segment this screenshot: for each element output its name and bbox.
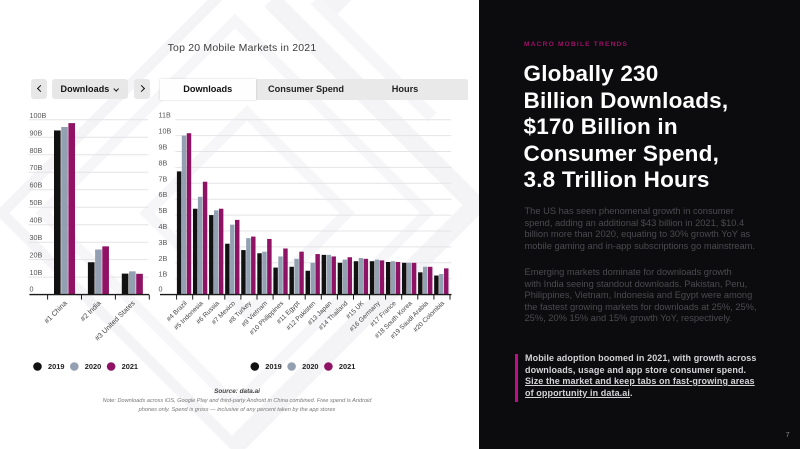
svg-text:5B: 5B [159,206,168,215]
svg-text:40B: 40B [30,216,43,225]
svg-text:70B: 70B [30,163,43,172]
svg-text:4B: 4B [159,222,168,231]
svg-text:30B: 30B [30,233,43,242]
svg-text:2020: 2020 [85,362,101,371]
svg-text:6B: 6B [159,190,168,199]
svg-text:9B: 9B [159,143,168,152]
svg-text:10B: 10B [159,127,172,136]
svg-text:8B: 8B [159,158,168,167]
svg-text:50B: 50B [30,198,43,207]
svg-text:#1 China: #1 China [42,299,69,326]
svg-text:100B: 100B [30,111,47,120]
svg-text:90B: 90B [30,128,43,137]
svg-text:0: 0 [30,284,34,293]
svg-text:2019: 2019 [265,362,281,371]
svg-text:20B: 20B [30,251,43,260]
svg-text:2B: 2B [159,254,168,263]
svg-text:3B: 3B [159,238,168,247]
svg-text:2021: 2021 [122,362,138,371]
svg-text:7B: 7B [159,174,168,183]
svg-text:2020: 2020 [302,362,318,371]
svg-text:0: 0 [159,284,163,293]
svg-text:2019: 2019 [48,362,64,371]
svg-text:11B: 11B [159,111,171,120]
svg-text:2021: 2021 [339,362,355,371]
svg-text:80B: 80B [30,146,43,155]
svg-text:60B: 60B [30,181,43,190]
svg-text:1B: 1B [159,270,168,279]
svg-text:10B: 10B [30,268,43,277]
